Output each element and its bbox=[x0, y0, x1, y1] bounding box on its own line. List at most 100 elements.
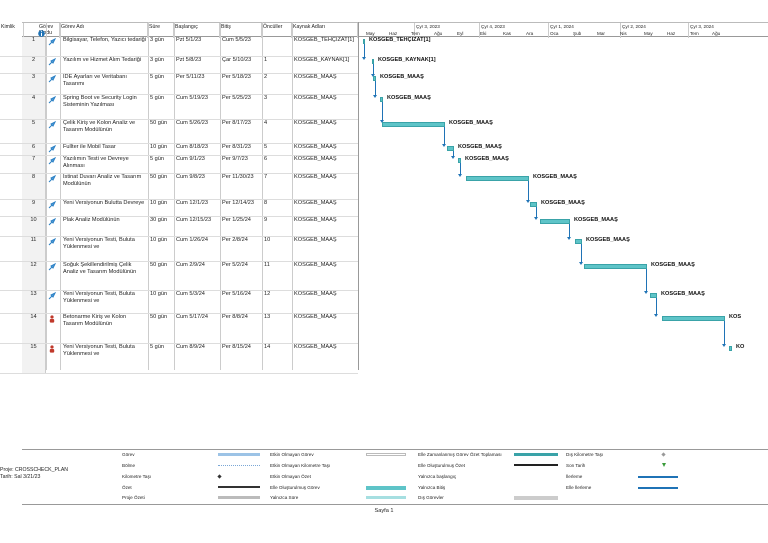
month-label: Kas bbox=[503, 31, 511, 36]
col-end-header[interactable]: Bitiş bbox=[220, 23, 262, 38]
auto-schedule-pin-icon bbox=[48, 238, 56, 246]
auto-schedule-pin-icon bbox=[48, 145, 56, 153]
row-id: 1 bbox=[22, 37, 46, 56]
table-row[interactable]: 13 Yeni Versiyonun Testi, Buluta Yüklenme… bbox=[0, 291, 358, 314]
table-row[interactable]: 12 Soğuk Şekillendirilmiş Çelik Analiz ve… bbox=[0, 262, 358, 291]
legend-item: Son Tarih bbox=[566, 463, 586, 468]
task-predecessors: 12 bbox=[264, 291, 271, 297]
row-id: 4 bbox=[22, 95, 46, 119]
task-bar[interactable] bbox=[373, 76, 376, 81]
task-bar-label: KOSGEB_MAAŞ bbox=[458, 144, 502, 150]
task-end: Per 1/25/24 bbox=[222, 217, 251, 223]
table-row[interactable]: 2 Yazılım ve Hizmet Alım Tedariği 3 gün Pzt… bbox=[0, 57, 358, 74]
task-bar[interactable] bbox=[729, 346, 732, 351]
task-bar-label: KOSGEB_MAAŞ bbox=[465, 156, 509, 162]
task-resources: KOSGEB_MAAŞ bbox=[294, 314, 337, 320]
dependency-link bbox=[656, 298, 657, 315]
task-bar[interactable] bbox=[458, 158, 461, 163]
dependency-arrow-icon bbox=[579, 262, 583, 265]
task-end: Per 8/17/23 bbox=[222, 120, 251, 126]
legend-item: Etkin Olmayan Görev bbox=[270, 452, 314, 457]
month-label: Eyl bbox=[457, 31, 464, 36]
task-bar-label: KOSGEB_MAAŞ bbox=[541, 200, 585, 206]
dependency-arrow-icon bbox=[644, 291, 648, 294]
task-duration: 30 gün bbox=[150, 217, 168, 223]
task-resources: KOSGEB_MAAŞ bbox=[294, 144, 337, 150]
task-predecessors: 10 bbox=[264, 237, 271, 243]
task-end: Per 8/8/24 bbox=[222, 314, 248, 320]
col-id-header[interactable]: Kimlik bbox=[0, 23, 24, 38]
dependency-arrow-icon bbox=[451, 156, 455, 159]
task-bar[interactable] bbox=[466, 176, 529, 181]
legend-swatch-task bbox=[218, 453, 260, 456]
row-id: 11 bbox=[22, 237, 46, 261]
col-start-header[interactable]: Başlangıç bbox=[174, 23, 220, 38]
table-row[interactable]: 10 Plak Analiz Modülünün 30 gün Cum 12/15/2… bbox=[0, 217, 358, 237]
table-row[interactable]: 9 Yeni Versiyonun Bulutta Devreye 10 gün Cu… bbox=[0, 200, 358, 217]
task-end: Per 5/25/23 bbox=[222, 95, 251, 101]
task-name: IDE Ayarları ve Veritabanı Tasarımı bbox=[63, 74, 127, 87]
auto-schedule-pin-icon bbox=[48, 157, 56, 165]
task-name: Yeni Versiyonun Testi, Buluta Yüklenmesi… bbox=[63, 291, 135, 304]
table-row[interactable]: 6 Fullter ile Mobil Tasar 10 gün Cum 8/18/2… bbox=[0, 144, 358, 156]
task-bar[interactable] bbox=[447, 146, 454, 151]
table-row[interactable]: 4 Spring Boot ve Security Login Sistemini… bbox=[0, 95, 358, 120]
auto-schedule-pin-icon bbox=[48, 218, 56, 226]
legend-swatch-manual-summary-rollup bbox=[514, 453, 558, 456]
task-end: Per 8/15/24 bbox=[222, 344, 251, 350]
task-bar[interactable] bbox=[662, 316, 725, 321]
table-row[interactable]: 1 Bilgisayar, Telefon, Yazıcı tedariği 3 g… bbox=[0, 37, 358, 57]
row-id: 3 bbox=[22, 74, 46, 94]
task-bar[interactable] bbox=[584, 264, 647, 269]
table-row[interactable]: 7 Yazılımın Testi ve Devreye Alınması 5 gü… bbox=[0, 156, 358, 174]
task-bar[interactable] bbox=[363, 39, 365, 44]
task-bar[interactable] bbox=[372, 59, 374, 64]
col-res-header[interactable]: Kaynak Adları bbox=[292, 23, 358, 38]
dependency-link bbox=[453, 151, 454, 157]
task-predecessors: 4 bbox=[264, 120, 268, 126]
legend-item: Etkin Olmayan Özet bbox=[270, 474, 311, 479]
task-name: Yazılım ve Hizmet Alım Tedariği bbox=[63, 57, 142, 63]
col-dur-header[interactable]: Süre bbox=[148, 23, 174, 38]
legend-swatch-progress bbox=[638, 476, 678, 478]
task-resources: KOSGEB_MAAŞ bbox=[294, 200, 337, 206]
month-label: Tem bbox=[411, 31, 420, 36]
project-name: Proje: CROSSCHECK_PLAN bbox=[0, 467, 69, 473]
legend-swatch-manual-summary bbox=[514, 464, 558, 466]
legend-item: Dış Görevler bbox=[418, 495, 444, 500]
dependency-arrow-icon bbox=[380, 120, 384, 123]
table-row[interactable]: 15 Yeni Versiyonun Testi, Buluta Yüklenme… bbox=[0, 344, 358, 374]
table-row[interactable]: 3 IDE Ayarları ve Veritabanı Tasarımı 5 gü… bbox=[0, 74, 358, 95]
legend-swatch-manual-task bbox=[366, 486, 406, 490]
task-bar[interactable] bbox=[530, 202, 537, 207]
legend-swatch-external-tasks bbox=[514, 496, 558, 500]
deadline-arrow-icon bbox=[662, 463, 666, 467]
auto-schedule-pin-icon bbox=[48, 175, 56, 183]
task-start: Cum 9/1/23 bbox=[176, 156, 205, 162]
dependency-link bbox=[569, 224, 570, 238]
task-bar[interactable] bbox=[380, 97, 383, 102]
task-start: Cum 5/26/23 bbox=[176, 120, 209, 126]
dependency-arrow-icon bbox=[371, 74, 375, 77]
task-bar[interactable] bbox=[650, 293, 657, 298]
month-label: Haz bbox=[667, 31, 676, 36]
row-id: 12 bbox=[22, 262, 46, 290]
task-name: Spring Boot ve Security Login Sisteminin… bbox=[63, 95, 137, 108]
task-predecessors: 7 bbox=[264, 174, 268, 180]
table-row[interactable]: 14 Betonarme Kiriş ve Kolon Tasarım Modül… bbox=[0, 314, 358, 344]
col-name-header[interactable]: Görev Adı bbox=[60, 23, 148, 38]
dependency-arrow-icon bbox=[362, 57, 366, 60]
task-bar-label: KOSGEB_MAAŞ bbox=[387, 95, 431, 101]
table-row[interactable]: 8 İstinat Duvarı Analiz ve Tasarım Modülü… bbox=[0, 174, 358, 200]
table-row[interactable]: 5 Çelik Kiriş ve Kolon Analiz ve Tasarım … bbox=[0, 120, 358, 144]
table-row[interactable]: 11 Yeni Versiyonun Testi, Buluta Yüklenme… bbox=[0, 237, 358, 262]
task-end: Cum 5/5/23 bbox=[222, 37, 251, 43]
task-name: Plak Analiz Modülünün bbox=[63, 217, 120, 223]
task-bar[interactable] bbox=[382, 122, 445, 127]
task-bar[interactable] bbox=[575, 239, 582, 244]
task-predecessors: 9 bbox=[264, 217, 268, 223]
task-duration: 5 gün bbox=[150, 156, 164, 162]
task-bar[interactable] bbox=[540, 219, 570, 224]
col-pred-header[interactable]: Öncüller bbox=[262, 23, 292, 38]
task-end: Per 9/7/23 bbox=[222, 156, 248, 162]
